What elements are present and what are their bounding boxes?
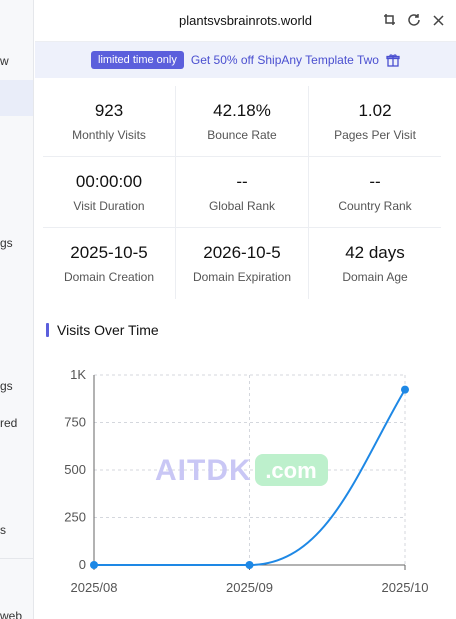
section-title: Visits Over Time xyxy=(46,322,159,338)
x-tick-label: 2025/08 xyxy=(71,580,118,595)
limited-time-badge: limited time only xyxy=(91,51,184,69)
stat-bounce-rate: 42.18% Bounce Rate xyxy=(176,86,309,156)
stat-domain-expiration: 2026-10-5 Domain Expiration xyxy=(176,228,309,299)
stat-value: 2026-10-5 xyxy=(203,243,281,262)
stat-label: Domain Expiration xyxy=(192,270,292,284)
stat-value: 2025-10-5 xyxy=(70,243,148,262)
gift-icon xyxy=(386,54,400,67)
stat-label: Global Rank xyxy=(208,198,276,213)
stats-row: 923 Monthly Visits 42.18% Bounce Rate 1.02… xyxy=(43,86,441,157)
x-tick-label: 2025/09 xyxy=(226,580,273,595)
stat-value: 00:00:00 xyxy=(75,171,143,191)
stat-label: Bounce Rate xyxy=(207,127,277,142)
extension-panel: plantsvsbrainrots.world limited time onl… xyxy=(35,0,456,619)
stat-value: 42.18% xyxy=(213,100,271,120)
stat-label: Monthly Visits xyxy=(72,127,146,142)
sidebar-divider xyxy=(0,558,33,559)
y-tick-label: 0 xyxy=(79,557,86,572)
promo-link[interactable]: Get 50% off ShipAny Template Two xyxy=(190,53,379,67)
stat-label: Country Rank xyxy=(338,198,412,213)
promo-banner[interactable]: limited time only Get 50% off ShipAny Te… xyxy=(35,42,456,78)
sidebar-item-label[interactable]: w xyxy=(0,54,9,68)
stats-row: 2025-10-5 Domain Creation 2026-10-5 Domain… xyxy=(43,228,441,299)
crop-icon[interactable] xyxy=(382,12,398,28)
sidebar-item-label[interactable]: s xyxy=(0,523,6,537)
sidebar-active-item[interactable] xyxy=(0,80,33,116)
stat-label: Domain Creation xyxy=(63,270,155,284)
sidebar-item-label[interactable]: gs xyxy=(0,236,13,250)
stat-value: 923 xyxy=(94,100,124,120)
stat-value: 1.02 xyxy=(358,100,392,120)
sidebar: w gs gs red s web xyxy=(0,0,34,619)
stat-country-rank: -- Country Rank xyxy=(309,157,441,227)
y-tick-label: 250 xyxy=(64,510,86,525)
stat-visit-duration: 00:00:00 Visit Duration xyxy=(43,157,176,227)
data-point xyxy=(401,385,409,394)
sidebar-item-label[interactable]: gs xyxy=(0,379,13,393)
stats-grid: 923 Monthly Visits 42.18% Bounce Rate 1.02… xyxy=(43,86,441,299)
stat-label: Pages Per Visit xyxy=(334,127,416,142)
close-icon[interactable] xyxy=(430,12,446,28)
watermark-suffix: .com xyxy=(265,458,316,483)
stat-label: Domain Age xyxy=(342,270,408,284)
stat-value: -- xyxy=(369,171,381,191)
visits-chart: 0 250 500 750 1K 2025/08 2025/09 2025/10 AITDK .c… xyxy=(64,367,429,595)
domain-title: plantsvsbrainrots.world xyxy=(179,13,312,28)
watermark-pill xyxy=(255,454,328,486)
refresh-icon[interactable] xyxy=(406,12,422,28)
x-tick-label: 2025/10 xyxy=(382,580,429,595)
data-point xyxy=(245,561,254,569)
data-point xyxy=(90,561,98,569)
stats-row: 00:00:00 Visit Duration -- Global Rank -- C… xyxy=(43,157,441,228)
panel-header: plantsvsbrainrots.world xyxy=(35,0,456,42)
stat-domain-age: 42 days Domain Age xyxy=(309,228,441,299)
stat-global-rank: -- Global Rank xyxy=(176,157,309,227)
section-accent-bar xyxy=(46,323,49,337)
y-tick-label: 500 xyxy=(64,462,86,477)
stat-pages-per-visit: 1.02 Pages Per Visit xyxy=(309,86,441,156)
y-tick-label: 1K xyxy=(70,367,86,382)
stat-value: -- xyxy=(236,171,248,191)
stat-value: 42 days xyxy=(345,243,405,262)
stat-monthly-visits: 923 Monthly Visits xyxy=(43,86,176,156)
sidebar-item-label[interactable]: red xyxy=(0,416,18,430)
stat-label: Visit Duration xyxy=(73,198,145,213)
stat-domain-creation: 2025-10-5 Domain Creation xyxy=(43,228,176,299)
series-line xyxy=(94,389,406,566)
sidebar-item-label[interactable]: web xyxy=(0,609,23,619)
y-tick-label: 750 xyxy=(64,415,86,430)
section-title-text: Visits Over Time xyxy=(57,322,159,338)
watermark-text: AITDK xyxy=(155,454,252,487)
